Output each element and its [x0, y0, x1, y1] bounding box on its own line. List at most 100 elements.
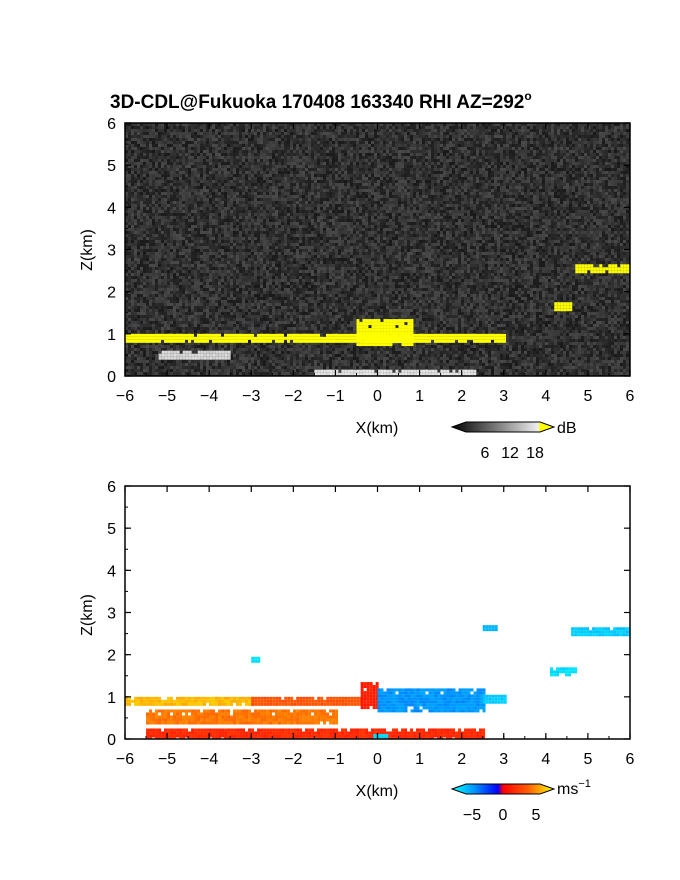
noise-cell	[257, 192, 260, 195]
noise-cell	[560, 180, 563, 183]
noise-cell	[506, 183, 509, 186]
noise-cell	[233, 180, 236, 183]
noise-cell	[245, 183, 248, 186]
noise-cell	[197, 141, 200, 144]
noise-cell	[521, 156, 524, 159]
noise-cell	[254, 150, 257, 153]
noise-cell	[554, 159, 557, 162]
noise-cell	[446, 174, 449, 177]
noise-cell	[131, 162, 134, 165]
noise-cell	[593, 156, 596, 159]
noise-cell	[248, 126, 251, 129]
noise-cell	[425, 162, 428, 165]
noise-cell	[407, 198, 410, 201]
noise-cell	[272, 153, 275, 156]
noise-cell	[581, 141, 584, 144]
noise-cell	[143, 129, 146, 132]
noise-cell	[134, 147, 137, 150]
noise-cell	[236, 126, 239, 129]
noise-cell	[404, 183, 407, 186]
noise-cell	[167, 171, 170, 174]
noise-cell	[191, 180, 194, 183]
noise-cell	[290, 123, 293, 126]
noise-cell	[200, 180, 203, 183]
noise-cell	[428, 204, 431, 207]
noise-cell	[275, 165, 278, 168]
noise-cell	[233, 162, 236, 165]
noise-cell	[461, 123, 464, 126]
noise-cell	[551, 150, 554, 153]
noise-cell	[302, 165, 305, 168]
noise-cell	[128, 180, 131, 183]
noise-cell	[266, 132, 269, 135]
noise-cell	[272, 135, 275, 138]
noise-cell	[194, 183, 197, 186]
noise-cell	[467, 189, 470, 192]
noise-cell	[443, 156, 446, 159]
noise-cell	[431, 132, 434, 135]
noise-cell	[335, 126, 338, 129]
noise-cell	[461, 207, 464, 210]
noise-cell	[491, 189, 494, 192]
noise-cell	[137, 180, 140, 183]
noise-cell	[134, 177, 137, 180]
noise-cell	[407, 147, 410, 150]
noise-cell	[461, 147, 464, 150]
noise-cell	[311, 156, 314, 159]
noise-cell	[560, 135, 563, 138]
noise-cell	[194, 177, 197, 180]
noise-cell	[557, 123, 560, 126]
noise-cell	[143, 150, 146, 153]
noise-cell	[500, 171, 503, 174]
noise-cell	[152, 153, 155, 156]
noise-cell	[218, 144, 221, 147]
noise-cell	[464, 171, 467, 174]
noise-cell	[155, 192, 158, 195]
noise-cell	[251, 180, 254, 183]
noise-cell	[296, 132, 299, 135]
noise-cell	[392, 183, 395, 186]
noise-cell	[302, 183, 305, 186]
noise-cell	[338, 141, 341, 144]
noise-cell	[422, 150, 425, 153]
noise-cell	[539, 162, 542, 165]
noise-cell	[305, 189, 308, 192]
noise-cell	[149, 210, 152, 213]
noise-cell	[539, 192, 542, 195]
noise-cell	[338, 129, 341, 132]
noise-cell	[500, 201, 503, 204]
noise-cell	[242, 192, 245, 195]
noise-cell	[428, 153, 431, 156]
noise-cell	[563, 138, 566, 141]
noise-cell	[167, 204, 170, 207]
noise-cell	[149, 147, 152, 150]
noise-cell	[623, 192, 626, 195]
noise-cell	[434, 153, 437, 156]
noise-cell	[209, 186, 212, 189]
noise-cell	[206, 177, 209, 180]
noise-cell	[521, 144, 524, 147]
noise-cell	[170, 147, 173, 150]
noise-cell	[137, 135, 140, 138]
noise-cell	[356, 165, 359, 168]
noise-cell	[443, 174, 446, 177]
noise-cell	[569, 144, 572, 147]
noise-cell	[512, 183, 515, 186]
noise-cell	[419, 195, 422, 198]
noise-cell	[446, 204, 449, 207]
noise-cell	[407, 177, 410, 180]
noise-cell	[203, 129, 206, 132]
noise-cell	[545, 162, 548, 165]
noise-cell	[131, 126, 134, 129]
noise-cell	[227, 159, 230, 162]
noise-cell	[290, 204, 293, 207]
noise-cell	[251, 210, 254, 213]
noise-cell	[329, 147, 332, 150]
noise-cell	[563, 180, 566, 183]
noise-cell	[281, 198, 284, 201]
noise-cell	[356, 183, 359, 186]
noise-cell	[131, 183, 134, 186]
noise-cell	[344, 165, 347, 168]
noise-cell	[578, 177, 581, 180]
noise-cell	[170, 180, 173, 183]
